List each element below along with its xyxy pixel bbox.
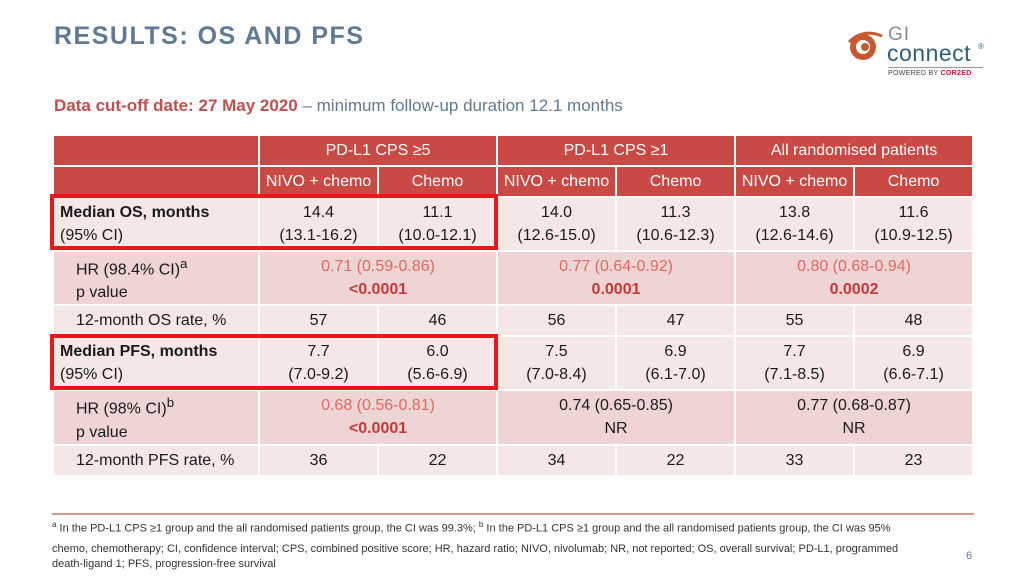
table-cell: 0.80 (0.68-0.94) 0.0002	[734, 249, 975, 307]
logo-powered-by: POWERED BY COR2ED	[888, 70, 972, 77]
table-cell: 36	[258, 443, 379, 477]
ci-label: (95% CI)	[60, 227, 124, 244]
table-cell: 33	[734, 443, 856, 477]
median-pfs-label: Median PFS, months	[60, 343, 218, 361]
footnote-marker: a	[180, 256, 188, 271]
table-cell: 6.9 (6.1-7.0)	[615, 335, 737, 392]
table-cell: 47	[615, 304, 737, 338]
table-cell: 0.77 (0.64-0.92) 0.0001	[496, 249, 737, 307]
footnote: a In the PD-L1 CPS ≥1 group and the all …	[52, 520, 891, 535]
row-label: HR (98.4% CI)a p value	[52, 249, 260, 307]
p-value-label: p value	[76, 423, 128, 441]
row-label: 12-month OS rate, %	[52, 304, 260, 338]
row-label: 12-month PFS rate, %	[52, 443, 260, 477]
slide-title: RESULTS: OS AND PFS	[54, 22, 365, 50]
header-blank-cell	[52, 165, 260, 198]
footer-divider	[52, 513, 974, 515]
table-cell: 6.9 (6.6-7.1)	[853, 335, 975, 392]
table-cell: 34	[496, 443, 618, 477]
arm-header: NIVO + chemo	[496, 165, 618, 198]
table-cell: 11.3 (10.6-12.3)	[615, 196, 737, 252]
data-cutoff-subtitle: Data cut-off date: 27 May 2020 – minimum…	[54, 96, 623, 116]
hr-label: HR (98.4% CI)	[76, 261, 181, 279]
abbreviations-text: chemo, chemotherapy; CI, confidence inte…	[52, 543, 899, 570]
arm-header: Chemo	[615, 165, 737, 198]
table-cell: 22	[615, 443, 737, 477]
table-cell: 0.71 (0.59-0.86) <0.0001	[257, 249, 499, 307]
table-cell: 23	[853, 443, 975, 477]
table-cell: 14.0 (12.6-15.0)	[496, 196, 618, 252]
logo-divider	[888, 67, 983, 68]
group-header-cps1: PD-L1 CPS ≥1	[496, 134, 737, 167]
gi-connect-swirl-icon	[847, 31, 883, 60]
arm-header: NIVO + chemo	[258, 165, 379, 198]
gi-connect-logo: GI connect ® POWERED BY COR2ED	[846, 24, 996, 82]
pfs-rate-row: 12-month PFS rate, % 36 22 34 22 33 23	[52, 443, 975, 477]
arm-header: Chemo	[376, 165, 499, 198]
median-os-row: Median OS, months (95% CI) 14.4 (13.1-16.2…	[52, 196, 975, 252]
footnote-marker: b	[166, 395, 175, 411]
row-label: Median PFS, months (95% CI)	[52, 335, 260, 392]
table-cell: 46	[376, 304, 499, 338]
table-cell: 6.0 (5.6-6.9)	[376, 335, 499, 392]
table-cell: 56	[496, 304, 618, 338]
os-rate-row: 12-month OS rate, % 57 46 56 47 55 48	[52, 304, 975, 338]
data-cutoff-date: Data cut-off date: 27 May 2020	[54, 96, 298, 115]
table-cell: 22	[376, 443, 499, 477]
arm-header: Chemo	[853, 165, 975, 198]
group-header-cps5: PD-L1 CPS ≥5	[257, 134, 499, 167]
table-cell: 11.6 (10.9-12.5)	[853, 196, 975, 252]
page-number: 6	[966, 550, 973, 562]
logo-powered-prefix: POWERED BY	[888, 70, 941, 77]
pfs-hazard-ratio-row: HR (98% CI)b p value 0.68 (0.56-0.81) <0.0…	[52, 389, 975, 446]
arm-header: NIVO + chemo	[734, 165, 856, 198]
table-cell: 7.7 (7.0-9.2)	[258, 335, 379, 392]
arm-header-row: NIVO + chemo Chemo NIVO + chemo Chemo NI…	[52, 165, 975, 198]
row-label: Median OS, months (95% CI)	[52, 196, 260, 252]
table-cell: 57	[258, 304, 379, 338]
hr-label: HR (98% CI)	[76, 400, 167, 418]
table-cell: 13.8 (12.6-14.6)	[734, 196, 856, 252]
table-cell: 7.7 (7.1-8.5)	[734, 335, 856, 392]
row-label: HR (98% CI)b p value	[52, 389, 260, 446]
table-cell: 55	[734, 304, 856, 338]
ci-label: (95% CI)	[60, 366, 124, 384]
logo-gi-text: GI	[888, 24, 911, 45]
table-cell: 0.68 (0.56-0.81) <0.0001	[257, 389, 499, 446]
group-header-row: PD-L1 CPS ≥5 PD-L1 CPS ≥1 All randomised…	[52, 134, 975, 167]
median-os-label: Median OS, months	[60, 204, 210, 221]
results-table: PD-L1 CPS ≥5 PD-L1 CPS ≥1 All randomised…	[52, 134, 975, 477]
header-blank-cell	[52, 134, 260, 167]
group-header-all: All randomised patients	[734, 134, 975, 167]
minimum-follow-up: – minimum follow-up duration 12.1 months	[297, 96, 623, 115]
os-hazard-ratio-row: HR (98.4% CI)a p value 0.71 (0.59-0.86) <0…	[52, 249, 975, 307]
table-cell: 14.4 (13.1-16.2)	[258, 196, 379, 252]
table-cell: 11.1 (10.0-12.1)	[376, 196, 499, 252]
table-cell: 7.5 (7.0-8.4)	[496, 335, 618, 392]
logo-connect-text: connect	[887, 40, 972, 66]
median-pfs-row: Median PFS, months (95% CI) 7.7 (7.0-9.2) …	[52, 335, 975, 392]
logo-registered-mark: ®	[978, 42, 984, 51]
table-cell: 0.77 (0.68-0.87) NR	[734, 389, 975, 446]
table-cell: 0.74 (0.65-0.85) NR	[496, 389, 737, 446]
table-cell: 48	[853, 304, 975, 338]
logo-powered-brand: COR2ED	[940, 70, 972, 77]
p-value-label: p value	[76, 284, 128, 302]
